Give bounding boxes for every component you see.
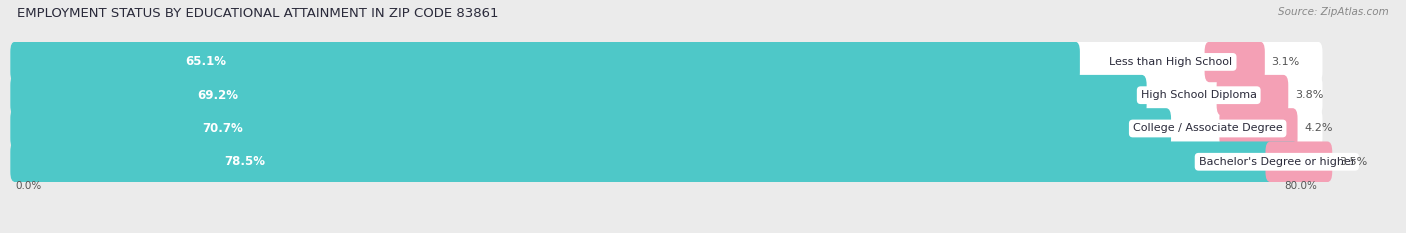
FancyBboxPatch shape <box>1219 108 1298 149</box>
FancyBboxPatch shape <box>10 75 1147 116</box>
Text: EMPLOYMENT STATUS BY EDUCATIONAL ATTAINMENT IN ZIP CODE 83861: EMPLOYMENT STATUS BY EDUCATIONAL ATTAINM… <box>17 7 498 20</box>
FancyBboxPatch shape <box>10 75 1323 116</box>
Text: 65.1%: 65.1% <box>186 55 226 69</box>
Legend: In Labor Force, Unemployed: In Labor Force, Unemployed <box>534 230 733 233</box>
Text: 3.1%: 3.1% <box>1271 57 1299 67</box>
Text: 0.0%: 0.0% <box>15 181 41 191</box>
Text: High School Diploma: High School Diploma <box>1140 90 1257 100</box>
FancyBboxPatch shape <box>10 108 1323 149</box>
FancyBboxPatch shape <box>1205 42 1265 82</box>
FancyBboxPatch shape <box>1216 75 1288 116</box>
FancyBboxPatch shape <box>10 108 1171 149</box>
Text: College / Associate Degree: College / Associate Degree <box>1133 123 1282 134</box>
Text: 69.2%: 69.2% <box>197 89 239 102</box>
FancyBboxPatch shape <box>10 42 1323 82</box>
Text: Source: ZipAtlas.com: Source: ZipAtlas.com <box>1278 7 1389 17</box>
Text: 3.5%: 3.5% <box>1339 157 1367 167</box>
Text: 70.7%: 70.7% <box>202 122 243 135</box>
Text: Less than High School: Less than High School <box>1109 57 1233 67</box>
Text: 3.8%: 3.8% <box>1295 90 1323 100</box>
Text: 78.5%: 78.5% <box>225 155 266 168</box>
Text: 80.0%: 80.0% <box>1285 181 1317 191</box>
FancyBboxPatch shape <box>10 141 1323 182</box>
Text: 4.2%: 4.2% <box>1303 123 1333 134</box>
FancyBboxPatch shape <box>1265 141 1333 182</box>
FancyBboxPatch shape <box>10 141 1298 182</box>
Text: Bachelor's Degree or higher: Bachelor's Degree or higher <box>1199 157 1355 167</box>
FancyBboxPatch shape <box>10 42 1080 82</box>
